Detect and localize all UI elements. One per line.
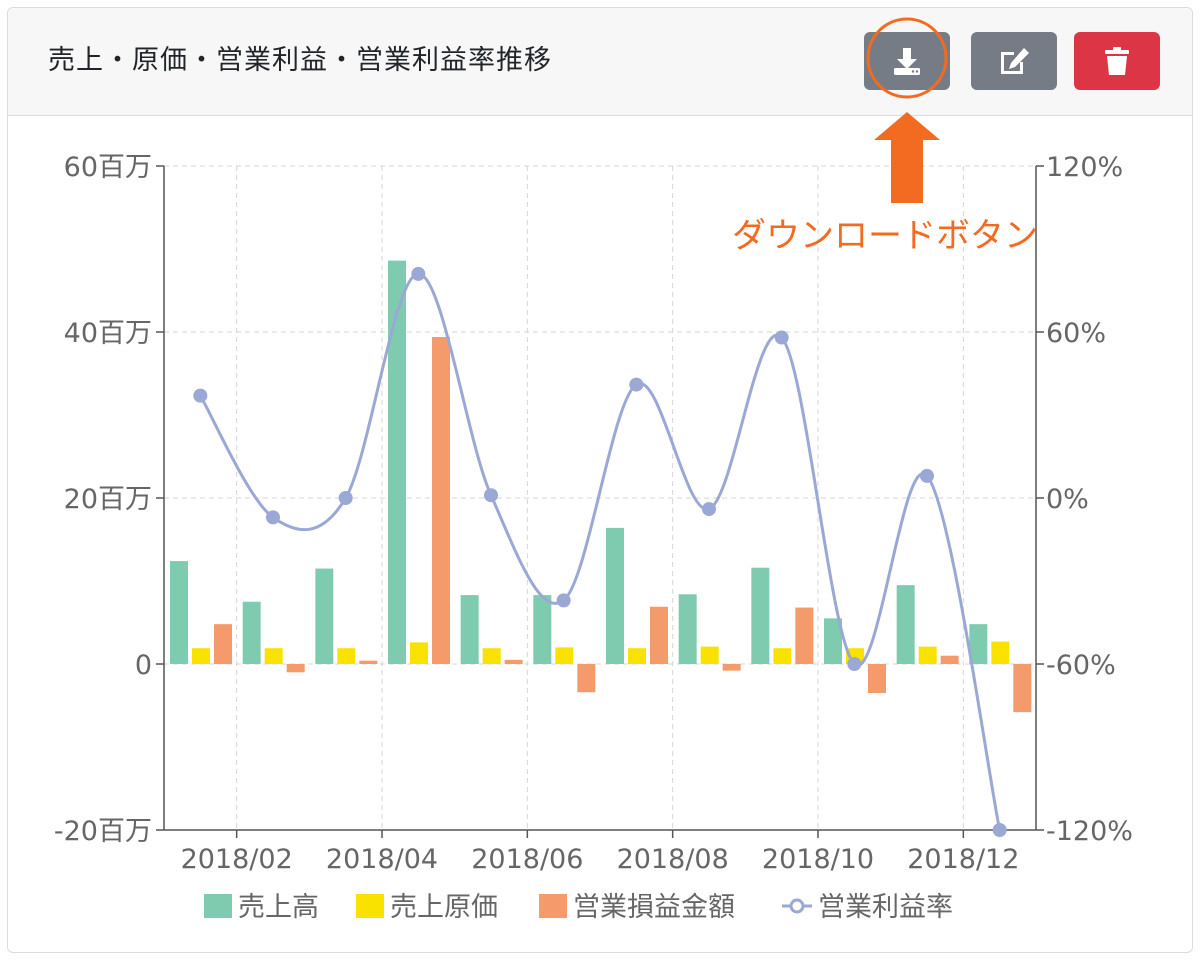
- bar-sales: [533, 595, 552, 664]
- x-tick-label: 2018/08: [617, 844, 729, 875]
- bar-profit: [940, 655, 959, 664]
- chart-area: 60百万 40百万 20百万 0 -20百万 120% 60% 0% -60% -120% 2018…: [8, 116, 1192, 952]
- download-icon: [894, 48, 920, 75]
- point-operating-margin: [702, 502, 716, 517]
- chart-title: 売上・原価・営業利益・営業利益率推移: [48, 45, 552, 76]
- bar-profit: [214, 624, 232, 664]
- point-operating-margin: [847, 657, 862, 671]
- bar-cost: [192, 648, 210, 664]
- point-operating-margin: [992, 823, 1007, 837]
- y-tick-label-left: -20百万: [54, 816, 152, 847]
- x-tick-label: 2018/04: [326, 844, 438, 875]
- edit-icon: [1001, 48, 1029, 74]
- bar-cost: [628, 648, 646, 664]
- point-operating-margin: [556, 593, 571, 608]
- bar-sales: [678, 594, 697, 664]
- x-tick-label: 2018/02: [181, 844, 293, 875]
- legend-label[interactable]: 売上原価: [390, 892, 498, 923]
- bar-cost: [700, 646, 719, 664]
- point-operating-margin: [193, 388, 208, 403]
- y-tick-label-left: 20百万: [64, 484, 152, 515]
- bar-cost: [991, 641, 1010, 664]
- bar-sales: [969, 624, 988, 664]
- point-operating-margin: [920, 468, 934, 483]
- point-operating-margin: [774, 330, 789, 345]
- bar-profit: [795, 607, 814, 664]
- x-tick-label: 2018/06: [471, 844, 583, 875]
- legend-label[interactable]: 売上高: [238, 892, 319, 923]
- bar-profit: [577, 664, 596, 693]
- trash-icon: [1105, 47, 1129, 75]
- bar-sales: [751, 567, 770, 664]
- legend-label[interactable]: 営業利益率: [818, 892, 953, 923]
- y-tick-label-left: 60百万: [64, 152, 152, 183]
- x-tick-label: 2018/12: [907, 844, 1019, 875]
- y-tick-label-left: 0: [135, 650, 152, 681]
- bar-sales: [388, 260, 406, 664]
- y-tick-label-right: -120%: [1046, 816, 1133, 847]
- bar-cost: [337, 648, 356, 664]
- chart-svg: 60百万 40百万 20百万 0 -20百万 120% 60% 0% -60% -120% 2018…: [54, 152, 1133, 923]
- chart-card: 売上・原価・営業利益・営業利益率推移 60百万 4: [7, 7, 1193, 953]
- bar-profit: [432, 336, 450, 664]
- y-tick-label-left: 40百万: [64, 318, 152, 349]
- bar-profit: [722, 664, 741, 671]
- bar-sales: [896, 585, 915, 664]
- bar-profit: [504, 659, 523, 664]
- point-operating-margin: [484, 488, 498, 503]
- bar-cost: [410, 642, 428, 664]
- bar-sales: [242, 601, 261, 664]
- legend-swatch: [356, 894, 384, 918]
- bar-profit: [650, 606, 668, 664]
- download-button[interactable]: [864, 32, 950, 90]
- legend-label[interactable]: 営業損益金額: [573, 892, 735, 923]
- bar-sales: [824, 618, 842, 664]
- bar-sales: [170, 561, 188, 664]
- bar-profit: [359, 660, 378, 664]
- bar-profit: [868, 664, 886, 694]
- bar-cost: [918, 646, 937, 664]
- line-operating-margin: [199, 272, 1002, 831]
- point-operating-margin: [629, 377, 644, 392]
- bar-cost: [555, 647, 574, 664]
- bar-profit: [286, 664, 305, 673]
- bar-sales: [460, 595, 479, 664]
- x-tick-label: 2018/10: [762, 844, 874, 875]
- point-operating-margin: [266, 510, 280, 525]
- y-tick-label-right: 0%: [1046, 484, 1089, 515]
- point-operating-margin: [338, 491, 353, 505]
- bar-cost: [264, 648, 283, 664]
- bar-sales: [606, 527, 624, 664]
- bar-cost: [482, 648, 501, 664]
- delete-button[interactable]: [1074, 32, 1160, 90]
- legend-swatch: [204, 894, 232, 918]
- point-operating-margin: [411, 266, 426, 281]
- bar-profit: [1013, 664, 1032, 713]
- legend-swatch: [539, 894, 567, 918]
- legend-swatch-marker: [789, 898, 805, 914]
- y-tick-label-right: -60%: [1046, 650, 1116, 681]
- card-header: 売上・原価・営業利益・営業利益率推移: [8, 8, 1192, 116]
- edit-button[interactable]: [971, 32, 1057, 90]
- y-tick-label-right: 60%: [1046, 318, 1106, 349]
- y-tick-label-right: 120%: [1046, 152, 1123, 183]
- bar-sales: [315, 568, 334, 664]
- bar-cost: [773, 648, 792, 664]
